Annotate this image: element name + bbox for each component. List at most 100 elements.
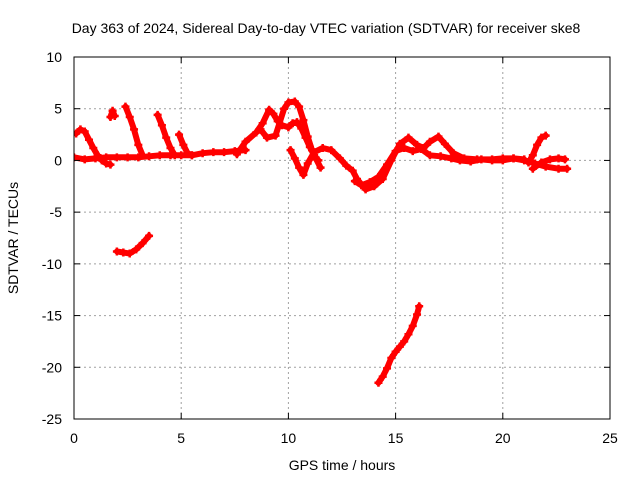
series-arc-2.4h [121, 102, 147, 160]
data-point [130, 125, 139, 134]
data-point [537, 158, 546, 167]
data-point [303, 132, 312, 141]
data-point [209, 148, 218, 157]
x-tick-label: 25 [602, 430, 618, 446]
data-point [155, 151, 164, 160]
data-point [198, 149, 207, 158]
data-point [179, 140, 188, 149]
data-point [252, 128, 261, 137]
chart-title: Day 363 of 2024, Sidereal Day-to-day VTE… [72, 20, 581, 36]
data-point [404, 330, 413, 339]
data-point [80, 127, 89, 136]
x-axis-label: GPS time / hours [289, 457, 396, 473]
series-early-arc [74, 125, 115, 169]
data-point [187, 151, 196, 160]
data-point [280, 104, 289, 113]
plot-frame [73, 56, 611, 420]
data-point [123, 153, 132, 162]
data-point [400, 144, 409, 153]
data-point [391, 347, 400, 356]
data-point [498, 156, 507, 165]
data-point [408, 147, 417, 156]
data-point [488, 156, 497, 165]
data-point [541, 131, 550, 140]
data-point [350, 177, 359, 186]
y-tick-label: 5 [54, 101, 62, 117]
data-point [97, 156, 106, 165]
data-point [295, 163, 304, 172]
data-point [348, 166, 357, 175]
data-point [132, 245, 141, 254]
data-point [262, 133, 271, 142]
data-point [290, 97, 299, 106]
data-point [74, 153, 78, 162]
data-point [290, 154, 299, 163]
data-point [374, 378, 383, 387]
data-point [125, 249, 134, 258]
y-tick-label: -10 [42, 256, 62, 272]
data-point [327, 146, 336, 155]
data-point [183, 149, 192, 158]
data-point [383, 160, 392, 169]
data-point [80, 155, 89, 164]
data-point [106, 160, 115, 169]
data-point [395, 342, 404, 351]
data-point [241, 137, 250, 146]
data-point [232, 150, 241, 159]
data-point [312, 155, 321, 164]
x-tick-label: 0 [70, 430, 78, 446]
data-point [545, 155, 554, 164]
data-point [509, 154, 518, 163]
tick-layer: 0 5 10 15 20 25 -25 -20 -15 -10 -5 0 5 10 [42, 49, 618, 446]
y-tick-label: 10 [46, 49, 62, 65]
data-point [436, 152, 445, 161]
x-tick-label: 15 [388, 430, 404, 446]
data-point [560, 155, 569, 164]
data-point [434, 132, 443, 141]
data-point [134, 140, 143, 149]
data-point [357, 181, 366, 190]
x-tick-label: 10 [281, 430, 297, 446]
data-point [175, 130, 184, 139]
data-point [370, 182, 379, 191]
data-point [554, 164, 563, 173]
data-point [74, 129, 81, 138]
series-arc-21.8h [524, 131, 550, 167]
series-arc-neg9 [112, 231, 154, 258]
data-point [108, 106, 117, 115]
data-point [284, 123, 293, 132]
data-point [524, 158, 533, 167]
data-point [528, 151, 537, 160]
y-tick-label: -25 [42, 411, 62, 427]
data-point [440, 139, 449, 148]
data-point [153, 110, 162, 119]
data-point [528, 164, 537, 173]
data-point [286, 146, 295, 155]
series-arc-1.8h [106, 106, 119, 121]
data-point [121, 102, 130, 111]
data-point [125, 112, 134, 121]
data-point [256, 125, 265, 134]
data-point [383, 364, 392, 373]
data-point [157, 121, 166, 130]
series-arc-neg18 [374, 302, 424, 387]
data-point [425, 137, 434, 146]
series-track [525, 132, 549, 166]
data-point [112, 153, 121, 162]
series-arc-3.9h [153, 110, 179, 160]
data-point [170, 151, 179, 160]
data-point [271, 131, 280, 140]
series-arc-14h [350, 144, 529, 190]
data-point [466, 157, 475, 166]
data-point [138, 151, 147, 160]
series-track [113, 232, 152, 257]
series-arc-22.5h [528, 154, 569, 173]
data-point [447, 154, 456, 163]
series-arc-4.9h [175, 130, 196, 160]
x-tick-label: 5 [177, 430, 185, 446]
data-point [537, 133, 546, 142]
data-point [318, 144, 327, 153]
data-point [455, 156, 464, 165]
y-tick-label: -20 [42, 359, 62, 375]
